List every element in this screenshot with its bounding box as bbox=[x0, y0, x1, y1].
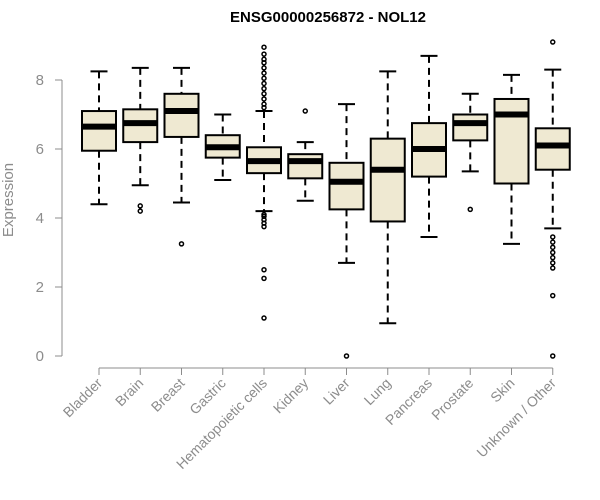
box-group bbox=[122, 66, 159, 214]
outlier-point bbox=[137, 203, 143, 209]
box-group bbox=[328, 103, 365, 359]
box-group bbox=[81, 70, 117, 206]
outlier-point bbox=[261, 51, 267, 57]
x-tick-label: Prostate bbox=[428, 375, 476, 423]
outlier-point bbox=[550, 265, 556, 271]
x-tick-label: Bladder bbox=[60, 375, 106, 421]
outlier-point bbox=[261, 56, 267, 63]
outlier-point bbox=[137, 208, 143, 214]
outlier-point bbox=[343, 353, 350, 359]
box-group bbox=[452, 92, 489, 213]
outlier-point bbox=[261, 70, 267, 76]
y-tick-label: 2 bbox=[36, 279, 44, 296]
boxes-layer bbox=[81, 39, 571, 359]
box-group bbox=[163, 66, 200, 247]
box-group bbox=[246, 44, 282, 321]
outlier-point bbox=[261, 101, 267, 107]
y-tick-label: 4 bbox=[36, 210, 44, 227]
outlier-point bbox=[550, 353, 556, 359]
outlier-point bbox=[261, 275, 267, 282]
chart-title: ENSG00000256872 - NOL12 bbox=[230, 9, 426, 26]
outlier-point bbox=[261, 85, 267, 92]
box-iqr bbox=[452, 113, 489, 142]
box-iqr bbox=[534, 127, 571, 171]
outlier-point bbox=[550, 239, 556, 245]
y-tick-label: 8 bbox=[36, 72, 44, 89]
y-tick-label: 0 bbox=[36, 348, 44, 365]
outlier-point bbox=[261, 75, 267, 82]
outlier-point bbox=[550, 244, 556, 251]
box-group bbox=[493, 73, 530, 245]
outlier-point bbox=[261, 96, 267, 102]
x-tick-label: Kidney bbox=[270, 375, 312, 417]
x-tick-label: Brain bbox=[112, 375, 146, 409]
outlier-point bbox=[261, 44, 267, 50]
y-axis: 0 2 4 6 8 bbox=[36, 72, 63, 365]
outlier-point bbox=[467, 206, 473, 213]
outlier-point bbox=[302, 108, 308, 114]
box-group bbox=[287, 108, 324, 202]
box-iqr bbox=[328, 161, 365, 211]
outlier-point bbox=[178, 241, 185, 247]
x-tick-label: Skin bbox=[487, 375, 518, 406]
box-iqr bbox=[287, 153, 324, 180]
outlier-point bbox=[550, 234, 556, 240]
outlier-point bbox=[550, 260, 556, 266]
outlier-point bbox=[261, 91, 267, 97]
box-group bbox=[411, 54, 447, 238]
outlier-point bbox=[550, 39, 556, 45]
outlier-point bbox=[550, 292, 556, 299]
box-group bbox=[369, 70, 406, 325]
y-axis-label: Expression bbox=[0, 163, 17, 237]
outlier-point bbox=[261, 65, 267, 71]
outlier-point bbox=[550, 254, 556, 261]
outlier-point bbox=[261, 80, 267, 87]
x-tick-label: Lung bbox=[361, 375, 394, 408]
box-group bbox=[204, 113, 241, 182]
box-iqr bbox=[369, 137, 406, 223]
outlier-point bbox=[261, 267, 267, 273]
box-iqr bbox=[163, 92, 200, 138]
x-tick-label: Breast bbox=[148, 375, 188, 415]
outlier-point bbox=[261, 211, 267, 218]
y-tick-label: 6 bbox=[36, 141, 44, 158]
x-tick-label: Liver bbox=[320, 375, 353, 408]
box-iqr bbox=[81, 110, 117, 152]
outlier-point bbox=[261, 315, 267, 321]
outlier-point bbox=[550, 249, 556, 256]
box-group bbox=[534, 39, 571, 359]
